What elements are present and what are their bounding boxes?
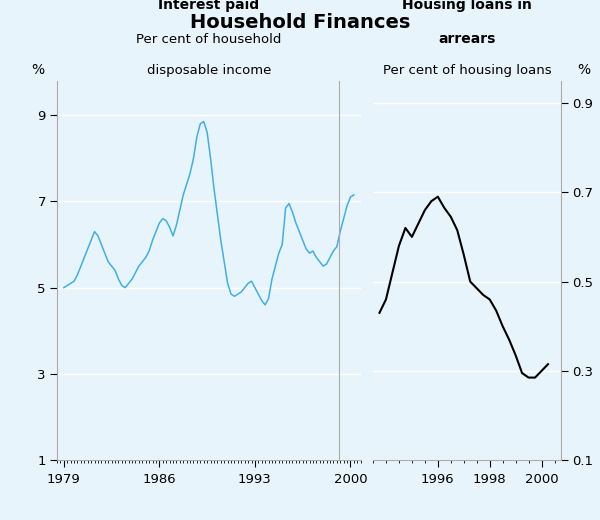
Text: disposable income: disposable income <box>146 64 271 77</box>
Text: Per cent of housing loans: Per cent of housing loans <box>383 64 551 77</box>
Text: arrears: arrears <box>439 32 496 46</box>
Text: Housing loans in: Housing loans in <box>402 0 532 12</box>
Text: Interest paid: Interest paid <box>158 0 259 12</box>
Text: Household Finances: Household Finances <box>190 13 410 32</box>
Text: %: % <box>577 63 590 77</box>
Text: %: % <box>31 63 44 77</box>
Text: Per cent of household: Per cent of household <box>136 33 281 46</box>
